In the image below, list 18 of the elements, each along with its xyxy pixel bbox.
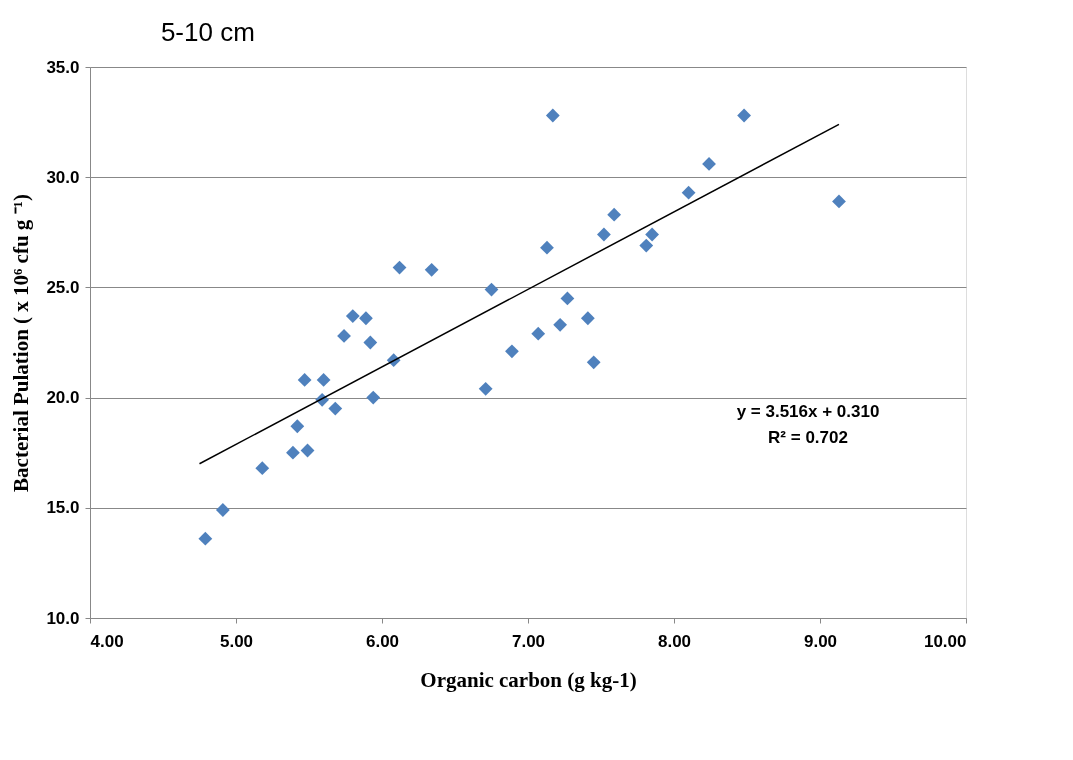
chart-title: 5-10 cm <box>160 17 255 47</box>
y-tick-label: 35.0 <box>46 57 80 77</box>
y-tick-label: 10.0 <box>46 608 80 628</box>
y-tick-label: 30.0 <box>46 167 80 187</box>
x-tick-label: 10.00 <box>923 631 967 651</box>
annotation: R² = 0.702 <box>768 428 848 447</box>
y-axis-title: Bacterial Pulation ( x 10⁶ cfu g ⁻¹) <box>9 194 34 492</box>
x-tick-label: 9.00 <box>803 631 838 651</box>
y-tick-label: 20.0 <box>46 388 80 408</box>
x-tick-label: 8.00 <box>657 631 692 651</box>
x-tick-label: 7.00 <box>511 631 546 651</box>
x-axis-title: Organic carbon (g kg-1) <box>420 667 637 692</box>
y-tick-label: 15.0 <box>46 498 80 518</box>
x-tick-label: 4.00 <box>90 631 124 651</box>
x-tick-label: 5.00 <box>219 631 254 651</box>
annotation: y = 3.516x + 0.310 <box>736 402 880 421</box>
y-tick-label: 25.0 <box>46 277 80 297</box>
x-tick-label: 6.00 <box>365 631 400 651</box>
